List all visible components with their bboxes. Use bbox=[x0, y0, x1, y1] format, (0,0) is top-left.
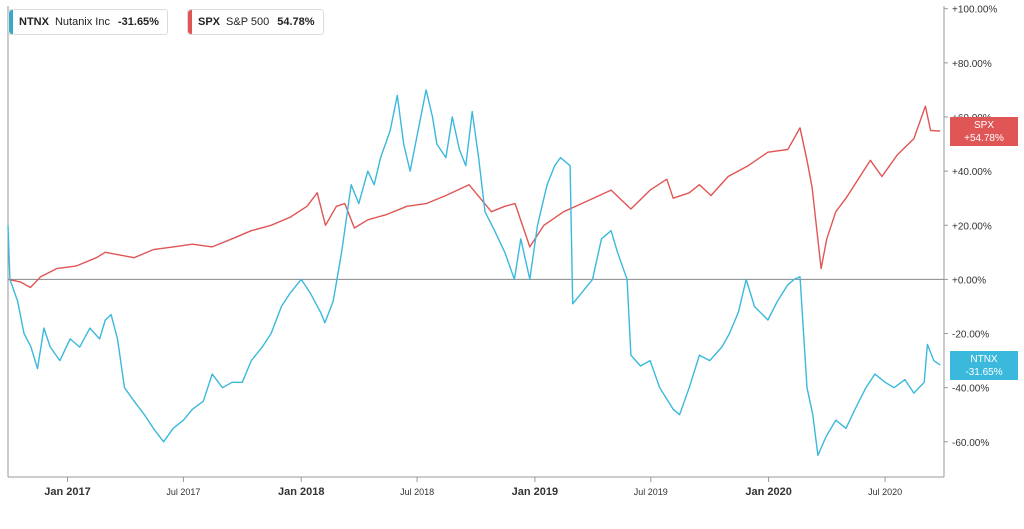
tag-symbol: SPX bbox=[973, 120, 994, 132]
y-tick-label: +20.00% bbox=[952, 221, 992, 232]
legend-name: Nutanix Inc bbox=[54, 16, 110, 28]
legend-item-ntnx[interactable]: NTNX Nutanix Inc -31.65% bbox=[8, 9, 168, 35]
y-tick-label: -60.00% bbox=[952, 438, 989, 449]
y-tick-label: +0.00% bbox=[952, 275, 986, 286]
x-tick-label: Jul 2018 bbox=[400, 487, 434, 497]
x-tick-label: Jan 2019 bbox=[512, 486, 558, 498]
legend-color-ntnx bbox=[9, 10, 13, 34]
legend-change: -31.65% bbox=[117, 16, 159, 28]
legend-name: S&P 500 bbox=[226, 16, 270, 28]
series-layer bbox=[7, 89, 941, 456]
tag-value: +54.78% bbox=[964, 133, 1004, 145]
ntnx-last-value-tag: NTNX -31.65% bbox=[950, 351, 1018, 381]
grid-layer bbox=[7, 6, 945, 478]
x-tick-label: Jul 2020 bbox=[868, 487, 902, 497]
legend-item-spx[interactable]: SPX S&P 500 54.78% bbox=[187, 9, 324, 35]
series-line-ntnx bbox=[7, 89, 941, 456]
legend-symbol: NTNX bbox=[19, 16, 49, 28]
x-tick-label: Jul 2017 bbox=[166, 487, 200, 497]
x-tick-label: Jan 2020 bbox=[745, 486, 791, 498]
x-tick-label: Jan 2017 bbox=[44, 486, 90, 498]
axis-layer: +100.00%+80.00%+60.00%+40.00%+20.00%+0.0… bbox=[44, 5, 997, 498]
legend-color-spx bbox=[188, 10, 192, 34]
series-line-spx bbox=[8, 105, 941, 289]
tag-symbol: NTNX bbox=[970, 354, 998, 366]
y-tick-label: +40.00% bbox=[952, 167, 992, 178]
x-tick-label: Jul 2019 bbox=[634, 487, 668, 497]
y-tick-label: -40.00% bbox=[952, 384, 989, 395]
y-tick-label: -20.00% bbox=[952, 330, 989, 341]
legend-symbol: SPX bbox=[198, 16, 221, 28]
spx-last-value-tag: SPX +54.78% bbox=[950, 117, 1018, 147]
x-tick-label: Jan 2018 bbox=[278, 486, 324, 498]
y-tick-label: +80.00% bbox=[952, 59, 992, 70]
legend-change: 54.78% bbox=[277, 16, 315, 28]
tag-value: -31.65% bbox=[965, 367, 1003, 379]
y-tick-label: +100.00% bbox=[952, 5, 997, 16]
